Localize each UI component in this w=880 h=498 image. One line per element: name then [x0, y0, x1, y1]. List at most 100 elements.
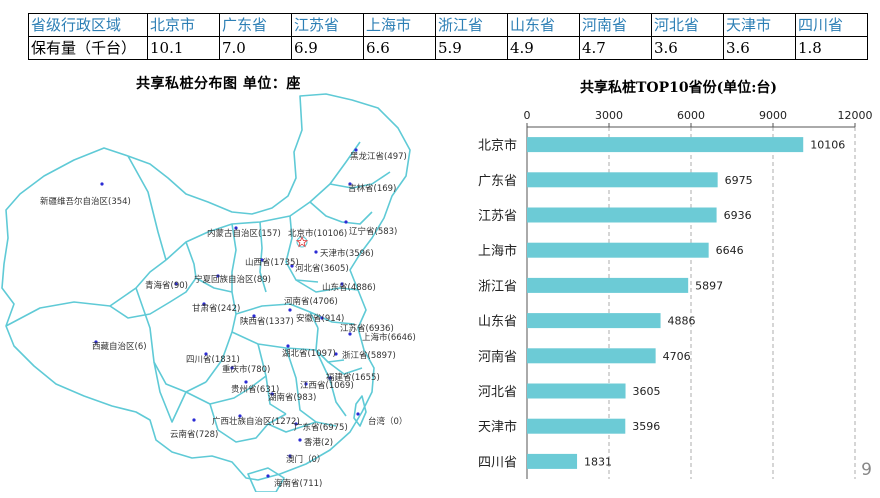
- x-tick-label: 6000: [677, 109, 705, 122]
- province-label: 西藏自治区(6): [92, 341, 147, 352]
- province-dot: [288, 454, 292, 458]
- province-dot: [314, 250, 318, 254]
- border-hebei: [285, 215, 319, 283]
- province-label: 湖南省(983): [268, 392, 316, 403]
- chart-value-labels: 10106 6975 6936 6646 5897 4886 4706 3605 3596 183…: [584, 139, 845, 469]
- border-zhejiang: [327, 361, 363, 375]
- province-label: 吉林省(169): [348, 183, 396, 194]
- category-label: 河南省: [478, 349, 517, 365]
- province-dot: [234, 226, 238, 230]
- table-cell: 6.6: [363, 36, 436, 60]
- table-cell: 4.9: [507, 36, 580, 60]
- table-cell: 上海市: [363, 13, 436, 37]
- capital-dots: [94, 148, 360, 478]
- top10-bar-chart: 0 3000 6000 9000 12000 北京市广东省江苏省上海市浙江省山东省河南省…: [478, 109, 873, 479]
- province-label: 青海省(90): [145, 280, 188, 291]
- table-cell: 浙江省: [435, 13, 508, 37]
- value-label: 6936: [724, 209, 752, 222]
- page-number: 9: [861, 460, 872, 480]
- value-label: 1831: [584, 455, 612, 468]
- province-dot: [294, 422, 298, 426]
- province-label: 江西省(1069): [300, 380, 354, 391]
- province-dot: [100, 182, 104, 186]
- province-dot: [290, 264, 294, 268]
- province-dot: [174, 282, 178, 286]
- taiwan-outline: [353, 395, 367, 427]
- value-label: 3605: [633, 385, 661, 398]
- province-label: 内蒙古自治区(157): [207, 228, 281, 239]
- category-label: 江苏省: [478, 208, 517, 224]
- province-label: 海南省(711): [274, 478, 322, 489]
- province-dot: [286, 344, 290, 348]
- table-cell: 省级行政区域: [28, 13, 148, 37]
- table-cell: 天津市: [723, 13, 796, 37]
- x-tick-label: 3000: [595, 109, 623, 122]
- category-label: 天津市: [478, 419, 517, 435]
- table-cell: 河南省: [579, 13, 652, 37]
- province-dot: [340, 282, 344, 286]
- province-label: 广西壮族自治区(1272): [212, 416, 300, 427]
- province-dot: [320, 316, 324, 320]
- border-shaanxi: [231, 223, 237, 333]
- table-cell: 1.8: [795, 36, 868, 60]
- border-guangxi: [209, 403, 287, 443]
- value-label: 4886: [668, 315, 696, 328]
- table-cell: 7.0: [219, 36, 292, 60]
- province-dot: [252, 314, 256, 318]
- province-dot: [304, 382, 308, 386]
- province-dot: [328, 376, 332, 380]
- province-dot: [348, 332, 352, 336]
- border-northeast: [329, 171, 391, 189]
- x-tick-label: 12000: [838, 109, 873, 122]
- province-dot: [202, 302, 206, 306]
- province-label: 福建省(1655): [326, 372, 380, 383]
- province-label: 河南省(4706): [284, 296, 338, 307]
- province-dot: [244, 380, 248, 384]
- value-label: 6975: [725, 174, 753, 187]
- border-gansu: [185, 241, 233, 293]
- value-label: 4706: [663, 350, 691, 363]
- bar: [527, 418, 626, 434]
- chart-bars: [527, 137, 804, 469]
- category-label: 山东省: [478, 315, 517, 330]
- bar: [527, 313, 661, 329]
- table-header-row: 省级行政区域 北京市 广东省 江苏省 上海市 浙江省 山东省 河南省 河北省 天…: [28, 13, 868, 37]
- province-labels: 黑龙江省(497) 吉林省(169) 新疆维吾尔自治区(354) 内蒙古自治区(…: [40, 151, 416, 489]
- value-label: 5897: [695, 279, 723, 292]
- province-label: 北京市(10106): [288, 228, 347, 239]
- table-cell: 4.7: [579, 36, 652, 60]
- category-label: 浙江省: [478, 279, 517, 294]
- province-label: 江苏省(6936): [340, 323, 394, 334]
- province-label: 广东省(6975): [294, 422, 348, 433]
- province-label: 安徽省(914): [296, 313, 344, 324]
- province-dot: [354, 148, 358, 152]
- border-anhui: [315, 327, 345, 363]
- border-hubei: [231, 331, 317, 351]
- province-label: 宁夏回族自治区(89): [194, 274, 271, 285]
- border-hunan: [257, 343, 287, 415]
- table-value-row: 保有量（千台） 10.1 7.0 6.9 6.6 5.9 4.9 4.7 3.6…: [28, 36, 868, 60]
- category-label: 北京市: [478, 138, 517, 154]
- border-chongqing: [205, 331, 233, 383]
- value-label: 10106: [810, 139, 845, 152]
- province-label: 河北省(3605): [295, 263, 349, 274]
- province-label: 天津市(3596): [320, 248, 374, 259]
- x-tick-label: 9000: [759, 109, 787, 122]
- province-label: 重庆市(780): [222, 364, 270, 375]
- beijing-star-icon: [295, 235, 309, 248]
- province-label: 香港(2): [304, 437, 333, 448]
- border-qinghai: [109, 277, 197, 319]
- border-xinjiang-east: [127, 155, 167, 261]
- category-label: 河北省: [478, 385, 517, 400]
- border-liaoning: [309, 201, 373, 225]
- province-label: 云南省(728): [170, 429, 218, 440]
- province-dot: [192, 418, 196, 422]
- province-dot: [260, 258, 264, 262]
- bar: [527, 348, 656, 364]
- province-outlines: [1, 93, 411, 492]
- province-label: 甘肃省(242): [192, 303, 240, 314]
- province-dot: [216, 274, 220, 278]
- table-cell: 3.6: [723, 36, 796, 60]
- value-label: 6646: [716, 244, 744, 257]
